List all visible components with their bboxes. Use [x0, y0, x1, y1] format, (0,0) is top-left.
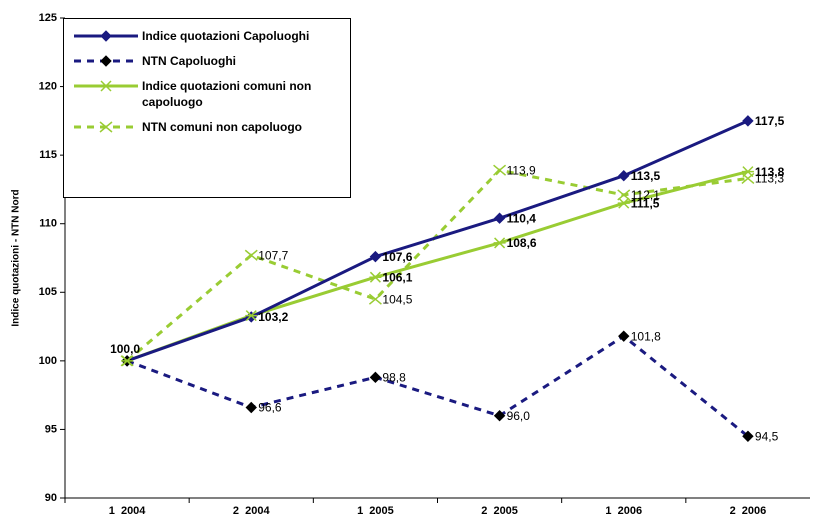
- marker: [245, 401, 257, 414]
- legend-swatch: [74, 121, 138, 133]
- series-line: [126, 168, 749, 362]
- marker: [369, 371, 382, 384]
- legend-swatch: [74, 55, 138, 67]
- data-label: 110,4: [507, 211, 537, 225]
- marker: [617, 189, 631, 201]
- data-label: 112,1: [631, 188, 660, 202]
- legend-label: Indice quotazioni Capoluoghi: [142, 29, 310, 43]
- marker: [245, 310, 258, 322]
- marker: [618, 170, 630, 182]
- legend-label: Indice quotazioni comuni non capoluogo: [142, 79, 312, 109]
- y-tick-label: 90: [45, 492, 57, 504]
- y-tick-label: 125: [39, 12, 57, 24]
- data-label: 101,8: [631, 329, 661, 343]
- x-tick-label: 2 2006: [730, 505, 767, 517]
- data-label: 107,7: [258, 248, 288, 262]
- data-label: 96,6: [258, 401, 282, 415]
- marker: [742, 115, 754, 127]
- series-line: [126, 119, 749, 363]
- marker: [493, 237, 506, 249]
- data-label: 94,5: [755, 429, 779, 443]
- data-label: 96,0: [507, 409, 531, 423]
- legend: Indice quotazioni Capoluoghi NTN Capoluog…: [63, 18, 351, 198]
- data-label: 113,3: [755, 172, 784, 186]
- y-tick-label: 115: [39, 149, 57, 161]
- marker: [493, 212, 506, 224]
- y-tick-label: 105: [39, 286, 57, 298]
- data-label: 113,5: [631, 169, 661, 183]
- data-label: 113,8: [755, 165, 785, 179]
- y-tick-label: 95: [45, 423, 57, 435]
- marker: [742, 430, 754, 442]
- data-label: 113,9: [507, 163, 536, 177]
- x-tick-label: 2 2005: [481, 505, 518, 517]
- marker: [493, 164, 507, 176]
- marker: [369, 271, 382, 283]
- legend-label: NTN comuni non capoluogo: [142, 120, 302, 134]
- legend-item: Indice quotazioni comuni non capoluogo: [70, 78, 344, 110]
- data-label: 107,6: [382, 250, 412, 264]
- data-label: 103,2: [258, 310, 288, 324]
- y-tick-label: 110: [39, 218, 57, 230]
- y-axis-label: Indice quotazioni - NTN Nord: [11, 189, 22, 326]
- legend-item: NTN comuni non capoluogo: [70, 119, 344, 135]
- legend-item: Indice quotazioni Capoluoghi: [70, 28, 344, 44]
- marker: [617, 197, 630, 209]
- marker: [368, 293, 382, 305]
- data-label: 106,1: [382, 270, 412, 284]
- data-label: 117,5: [755, 114, 785, 128]
- data-label: 111,5: [631, 196, 660, 210]
- data-label: 104,5: [382, 292, 412, 306]
- data-label: 98,8: [382, 370, 406, 384]
- y-tick-label: 100: [39, 355, 57, 367]
- data-label: 108,6: [507, 236, 537, 250]
- marker: [369, 250, 382, 263]
- legend-swatch: [74, 30, 138, 42]
- legend-item: NTN Capoluoghi: [70, 53, 344, 69]
- marker: [244, 249, 258, 261]
- marker: [100, 55, 112, 67]
- marker: [100, 30, 112, 42]
- marker: [100, 80, 112, 92]
- x-tick-label: 1 2006: [605, 505, 642, 517]
- marker: [99, 121, 113, 133]
- marker: [120, 355, 134, 367]
- x-tick-label: 1 2005: [357, 505, 394, 517]
- marker: [618, 330, 630, 342]
- series-line: [126, 334, 749, 438]
- y-tick-label: 120: [39, 80, 57, 92]
- data-label: 100,0: [110, 342, 140, 356]
- x-tick-label: 1 2004: [109, 505, 147, 517]
- legend-swatch: [74, 80, 138, 92]
- marker: [493, 410, 506, 422]
- x-tick-label: 2 2004: [233, 505, 271, 517]
- legend-label: NTN Capoluoghi: [142, 54, 236, 68]
- marker: [741, 172, 755, 185]
